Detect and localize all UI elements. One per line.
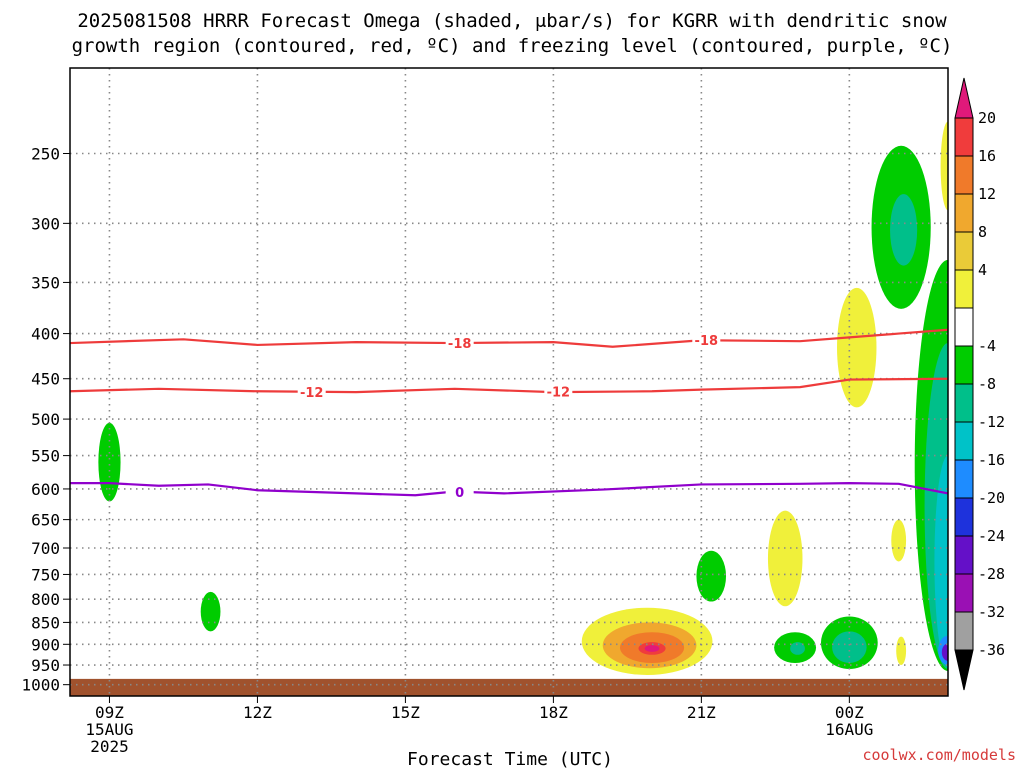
x-tick-label-00z: 00Z (835, 703, 864, 722)
x-tick-label-18z: 18Z (539, 703, 568, 722)
omega-region-13 (837, 287, 877, 408)
contour-line-0 (70, 328, 948, 348)
omega-region-5 (790, 642, 805, 655)
contour-label-bg-1-0 (297, 384, 326, 401)
contour-label-0-1: -18 (695, 334, 719, 349)
omega-region-14 (891, 519, 907, 562)
colorbar-bin-0 (954, 117, 974, 157)
grid-lines (70, 68, 948, 696)
colorbar-bottom-arrow (954, 649, 974, 691)
colorbar-bin-2 (954, 193, 974, 233)
x-tick-label-15z: 15Z (391, 703, 420, 722)
y-tick-label-300: 300 (31, 214, 60, 233)
colorbar-label-20: 20 (978, 109, 996, 127)
colorbar-label--32: -32 (978, 603, 1005, 621)
omega-region-2 (696, 550, 727, 602)
contour-label-0-0: -18 (448, 337, 472, 352)
y-tick-label-550: 550 (31, 447, 60, 466)
chart-title-line1: 2025081508 HRRR Forecast Omega (shaded, … (77, 10, 947, 32)
colorbar-bin-6 (954, 345, 974, 385)
y-tick-label-500: 500 (31, 410, 60, 429)
y-tick-label-850: 850 (31, 613, 60, 632)
y-tick-label-250: 250 (31, 144, 60, 163)
y-tick-label-900: 900 (31, 635, 60, 654)
colorbar-bin-7 (954, 383, 974, 423)
contour-label-bg-0-0 (445, 335, 474, 352)
colorbar: 20 16 12 8 4 -4 -8 -12 -16 -20 -24 -28 -32 -36 (954, 77, 1005, 691)
plot-area: -18 -18 -12 -12 0 (69, 67, 949, 697)
colorbar-label--8: -8 (978, 375, 996, 393)
colorbar-bin-5 (954, 307, 974, 347)
omega-region-0 (98, 422, 121, 502)
x-tick-label-16aug: 16AUG (825, 720, 873, 739)
temperature-contours: -18 -18 -12 -12 0 (70, 328, 948, 501)
y-tick-label-750: 750 (31, 565, 60, 584)
colorbar-label--16: -16 (978, 451, 1005, 469)
contour-label-bg-0-1 (692, 332, 721, 349)
colorbar-bin-8 (954, 421, 974, 461)
colorbar-bin-12 (954, 573, 974, 613)
plot-background (70, 68, 948, 696)
colorbar-label--4: -4 (978, 337, 996, 355)
omega-region-17 (890, 194, 918, 266)
colorbar-label--28: -28 (978, 565, 1005, 583)
y-tick-label-700: 700 (31, 539, 60, 558)
omega-region-12 (832, 631, 867, 663)
colorbar-bin-4 (954, 269, 974, 309)
colorbar-label--36: -36 (978, 641, 1005, 659)
omega-shading (98, 121, 948, 675)
x-axis-title: Forecast Time (UTC) (407, 749, 613, 768)
x-tick-label-2025: 2025 (90, 737, 129, 756)
contour-label-bg-2-0 (445, 484, 474, 501)
colorbar-label--20: -20 (978, 489, 1005, 507)
colorbar-bin-3 (954, 231, 974, 271)
colorbar-label-12: 12 (978, 185, 996, 203)
colorbar-label-16: 16 (978, 147, 996, 165)
y-tick-label-1000: 1000 (21, 676, 60, 695)
x-tick-label-09z: 09Z (95, 703, 124, 722)
watermark: coolwx.com/models (862, 746, 1016, 764)
colorbar-label--12: -12 (978, 413, 1005, 431)
ground-layer (70, 678, 948, 696)
colorbar-label-4: 4 (978, 261, 987, 279)
omega-region-23 (941, 643, 948, 661)
omega-region-21 (934, 455, 948, 668)
y-tick-label-950: 950 (31, 656, 60, 675)
colorbar-bin-13 (954, 611, 974, 651)
omega-region-15 (896, 636, 907, 666)
y-tick-label-600: 600 (31, 480, 60, 499)
ground-surface (70, 678, 948, 696)
y-tick-label-800: 800 (31, 590, 60, 609)
omega-region-18 (940, 121, 948, 211)
colorbar-bin-9 (954, 459, 974, 499)
y-tick-label-650: 650 (31, 511, 60, 530)
x-tick-label-15aug: 15AUG (85, 720, 133, 739)
contour-label-bg-1-1 (544, 383, 573, 400)
omega-region-3 (767, 510, 803, 607)
y-tick-label-450: 450 (31, 370, 60, 389)
colorbar-bin-11 (954, 535, 974, 575)
colorbar-label--24: -24 (978, 527, 1005, 545)
contour-label-1-1: -12 (547, 385, 571, 400)
x-tick-label-21z: 21Z (687, 703, 716, 722)
colorbar-top-arrow (954, 77, 974, 119)
colorbar-bin-1 (954, 155, 974, 195)
omega-region-1 (200, 591, 221, 632)
y-tick-label-400: 400 (31, 325, 60, 344)
colorbar-bin-10 (954, 497, 974, 537)
chart-title-line2: growth region (contoured, red, ºC) and f… (72, 35, 953, 57)
y-axis-ticks: 250 300 350 400 450 500 550 600 650 700 750 800 850 9… (21, 144, 70, 695)
colorbar-label-8: 8 (978, 223, 987, 241)
contour-label-2-0: 0 (455, 486, 464, 501)
y-tick-label-350: 350 (31, 273, 60, 292)
omega-region-10 (644, 645, 660, 652)
plot-frame (69, 67, 949, 697)
contour-label-1-0: -12 (300, 386, 324, 401)
x-tick-label-12z: 12Z (243, 703, 272, 722)
